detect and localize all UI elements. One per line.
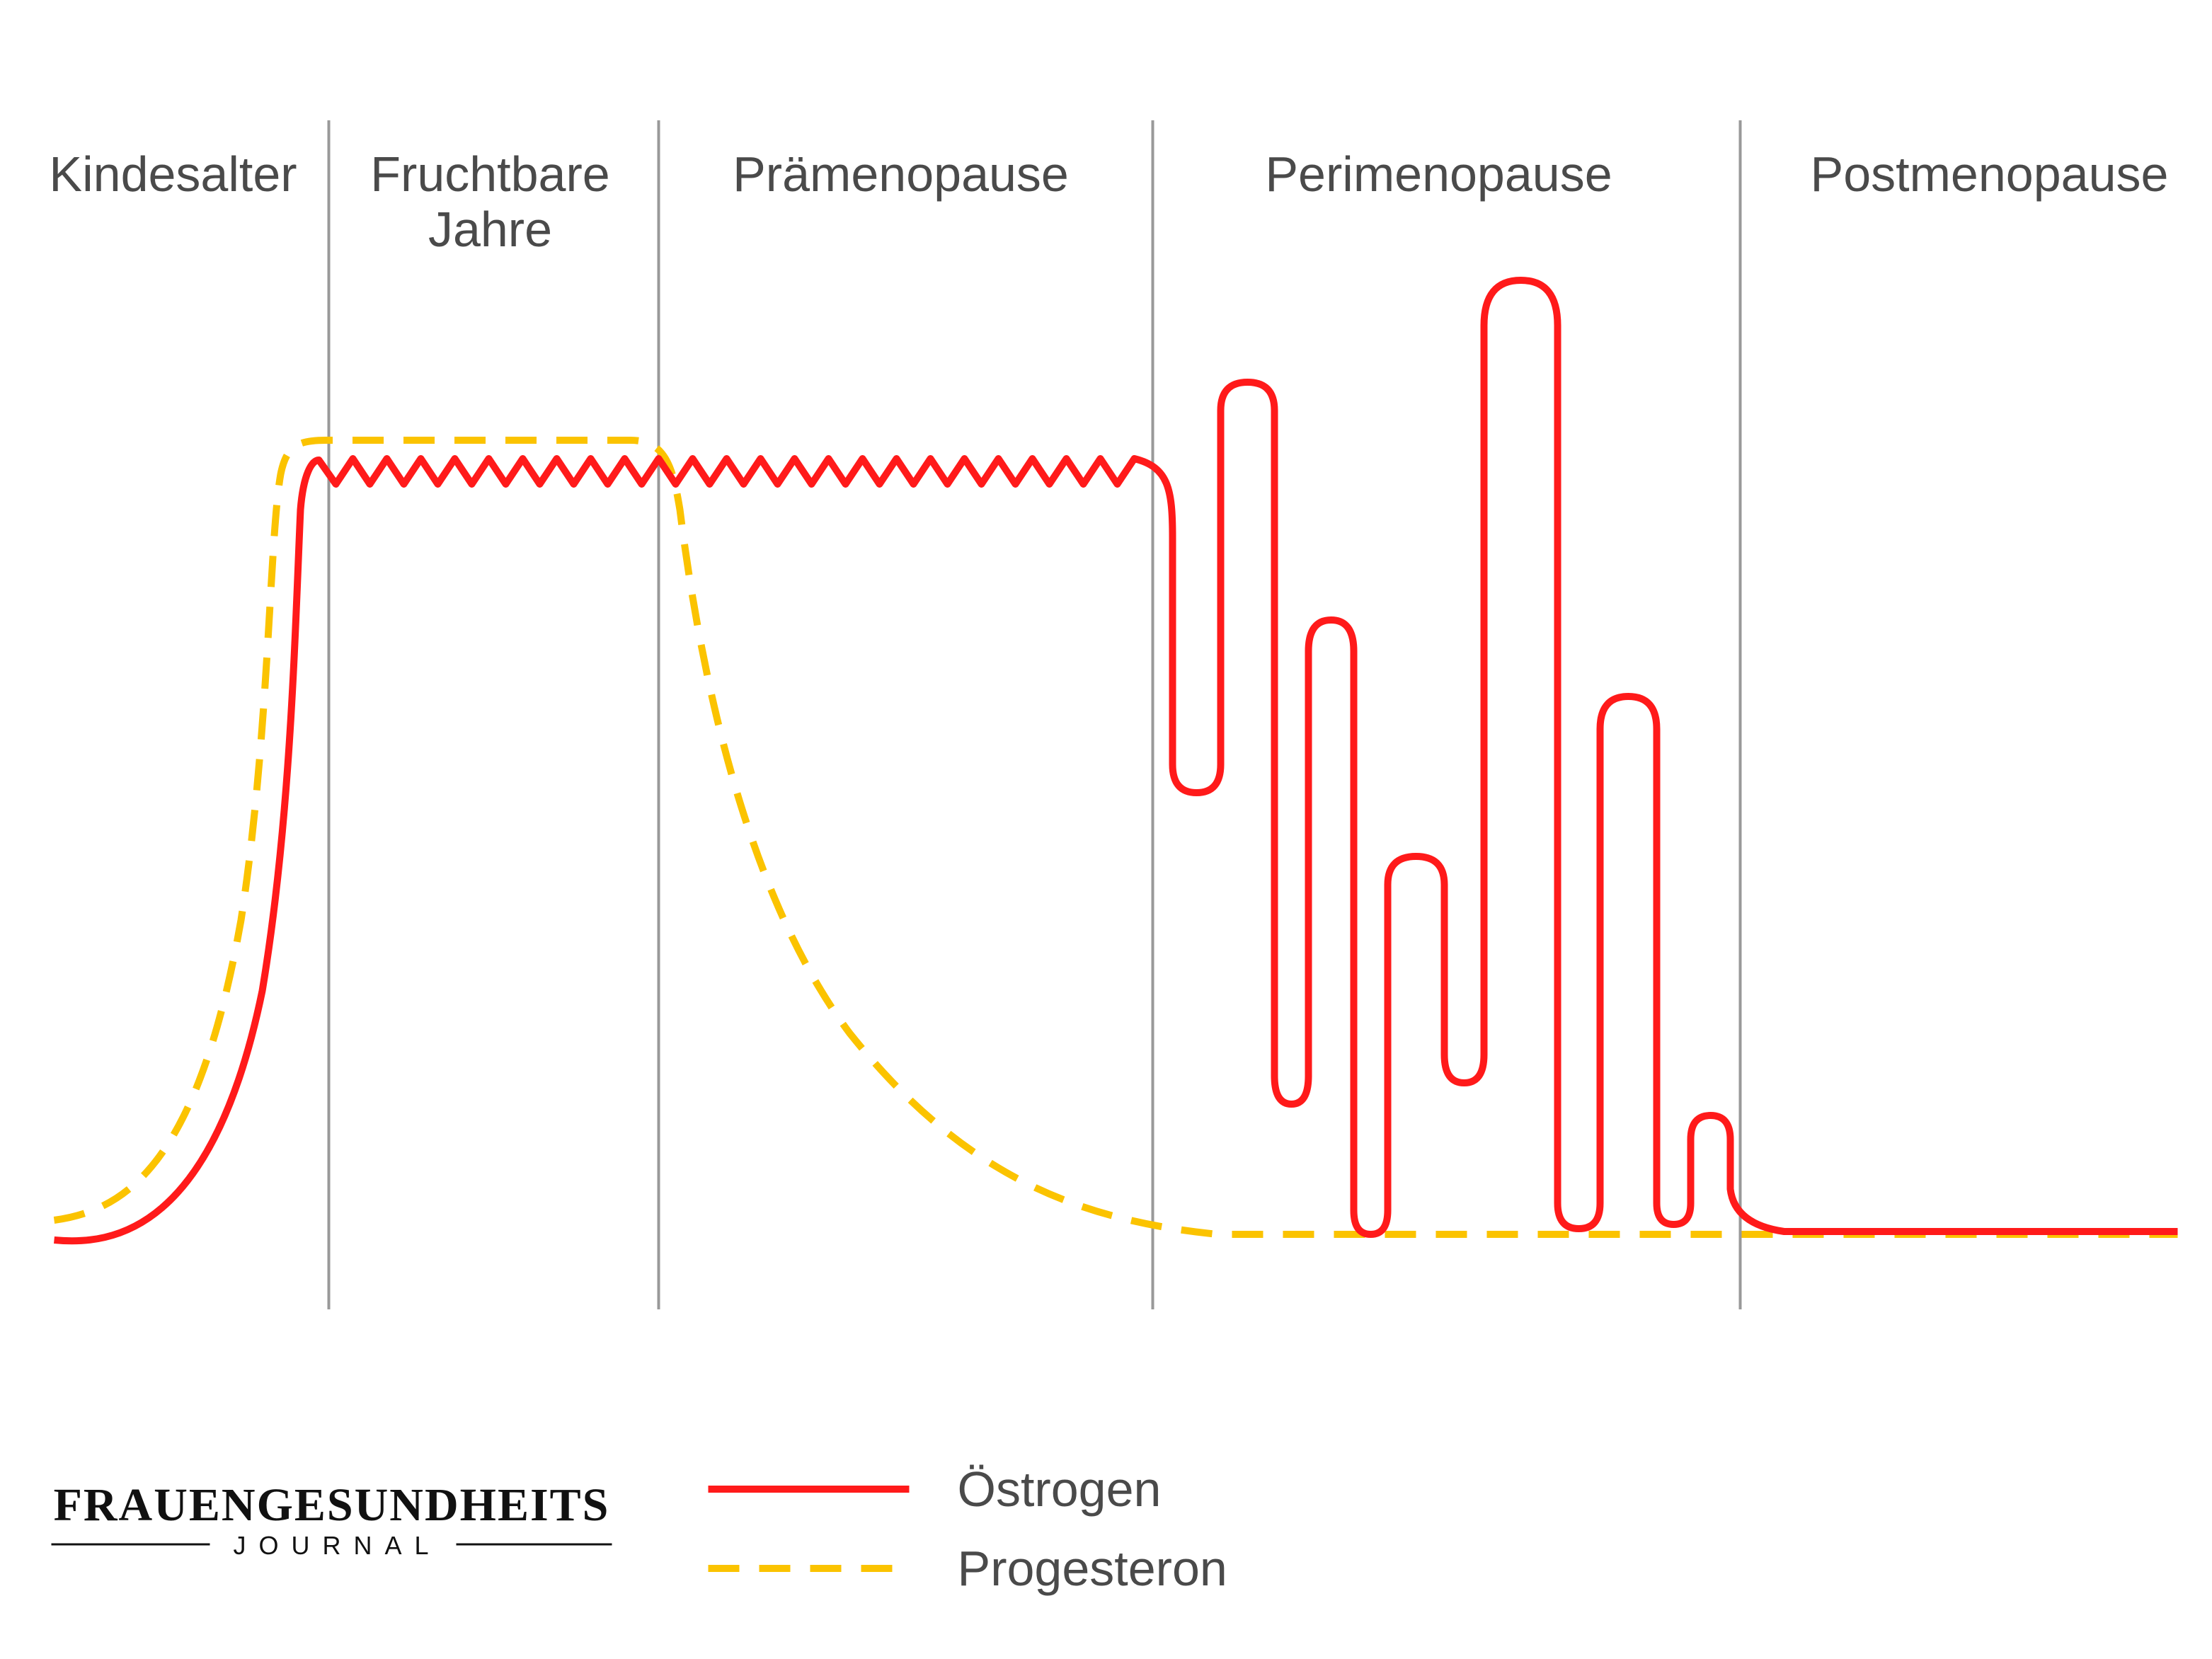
phase-label: Perimenopause [1265,147,1612,202]
legend-label: Progesteron [958,1541,1227,1596]
progesterone-curve [53,437,2178,1238]
phase-label: Postmenopause [1811,147,2169,202]
phase-dividers [327,120,1742,1309]
estrogen-curve [54,277,2178,1245]
phase-label: Prämenopause [733,147,1069,202]
legend-label: Östrogen [958,1462,1162,1517]
logo-title: FRAUENGESUNDHEITS [54,1479,610,1531]
phase-label: Jahre [428,202,552,257]
logo-subtitle: JOURNAL [233,1531,441,1560]
phase-label: Fruchtbare [370,147,609,202]
phase-label: Kindesalter [49,147,297,202]
